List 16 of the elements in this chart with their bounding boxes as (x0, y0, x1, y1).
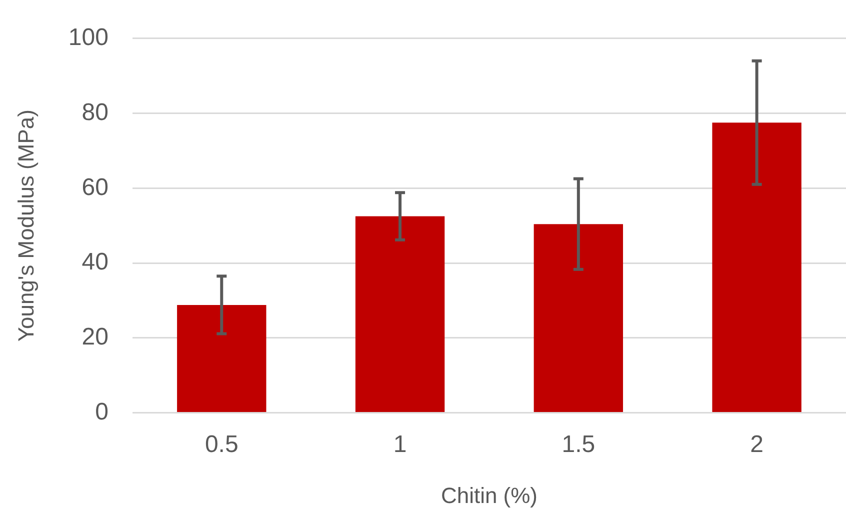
y-tick-label: 80 (82, 98, 108, 126)
x-axis-title: Chitin (%) (440, 482, 538, 508)
bar (177, 304, 266, 412)
bar (712, 122, 802, 412)
x-tick-label: 1 (393, 430, 407, 458)
y-tick-label: 60 (82, 174, 108, 201)
x-tick-label: 0.5 (204, 430, 238, 458)
y-tick-label: 0 (95, 398, 108, 426)
bar (534, 224, 624, 412)
x-tick-label: 1.5 (562, 430, 596, 458)
bar (355, 216, 445, 412)
y-tick-label: 20 (82, 324, 108, 351)
x-tick-label: 2 (750, 430, 764, 458)
y-axis-title: Young's Modulus (MPa) (13, 110, 38, 342)
y-tick-label: 100 (68, 24, 108, 52)
y-tick-label: 40 (82, 248, 108, 276)
